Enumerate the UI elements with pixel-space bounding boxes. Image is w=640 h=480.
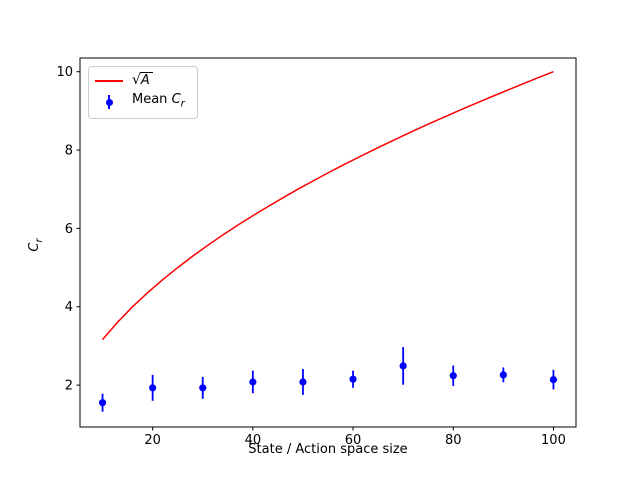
data-point-marker — [349, 375, 357, 383]
x-tick-label: 60 — [345, 433, 362, 448]
legend-label-mean-cr: Mean Cr — [132, 92, 185, 113]
y-tick-label: 2 — [65, 379, 73, 394]
data-point-marker — [149, 384, 157, 392]
data-point-marker — [449, 372, 457, 380]
data-point-marker — [299, 378, 307, 386]
y-axis-label: Cr — [27, 238, 45, 251]
red-line-sample-icon — [95, 73, 123, 89]
x-ticks: 20 40 60 80 100 — [144, 427, 566, 448]
legend-label-sqrt-a: √A — [132, 72, 153, 89]
radical-sign: √ — [132, 72, 141, 89]
y-tick-label: 8 — [65, 144, 73, 159]
legend-symbol-c: C — [171, 91, 181, 107]
x-tick-label: 100 — [541, 433, 566, 448]
legend-subscript-r: r — [180, 98, 185, 110]
sqrt-a-line — [101, 71, 554, 341]
radicand: A — [139, 72, 153, 89]
y-label-symbol: C — [27, 242, 43, 252]
y-tick-label: 10 — [56, 65, 73, 80]
x-tick-label: 20 — [144, 433, 161, 448]
y-tick-label: 4 — [65, 300, 73, 315]
data-point-marker — [399, 362, 407, 370]
mean-cr-errorbars — [98, 347, 558, 412]
data-point-marker — [98, 399, 107, 407]
y-label-subscript: r — [33, 238, 45, 243]
y-ticks: 2 4 6 8 10 — [56, 65, 80, 394]
data-point-marker — [199, 384, 207, 392]
data-point-marker — [549, 376, 558, 384]
x-tick-label: 40 — [245, 433, 262, 448]
legend-entry-sqrt-a: √A — [95, 72, 191, 89]
plot-border — [79, 57, 577, 428]
legend: √A Mean Cr — [88, 66, 198, 119]
y-tick-label: 6 — [65, 222, 73, 237]
x-axis-label: State / Action space size — [248, 442, 408, 457]
blue-errorbar-sample-icon — [95, 94, 123, 110]
legend-entry-mean-cr: Mean Cr — [95, 92, 191, 113]
legend-text-mean: Mean — [132, 91, 172, 107]
x-tick-label: 80 — [445, 433, 462, 448]
data-point-marker — [249, 378, 257, 386]
data-point-marker — [499, 371, 507, 379]
